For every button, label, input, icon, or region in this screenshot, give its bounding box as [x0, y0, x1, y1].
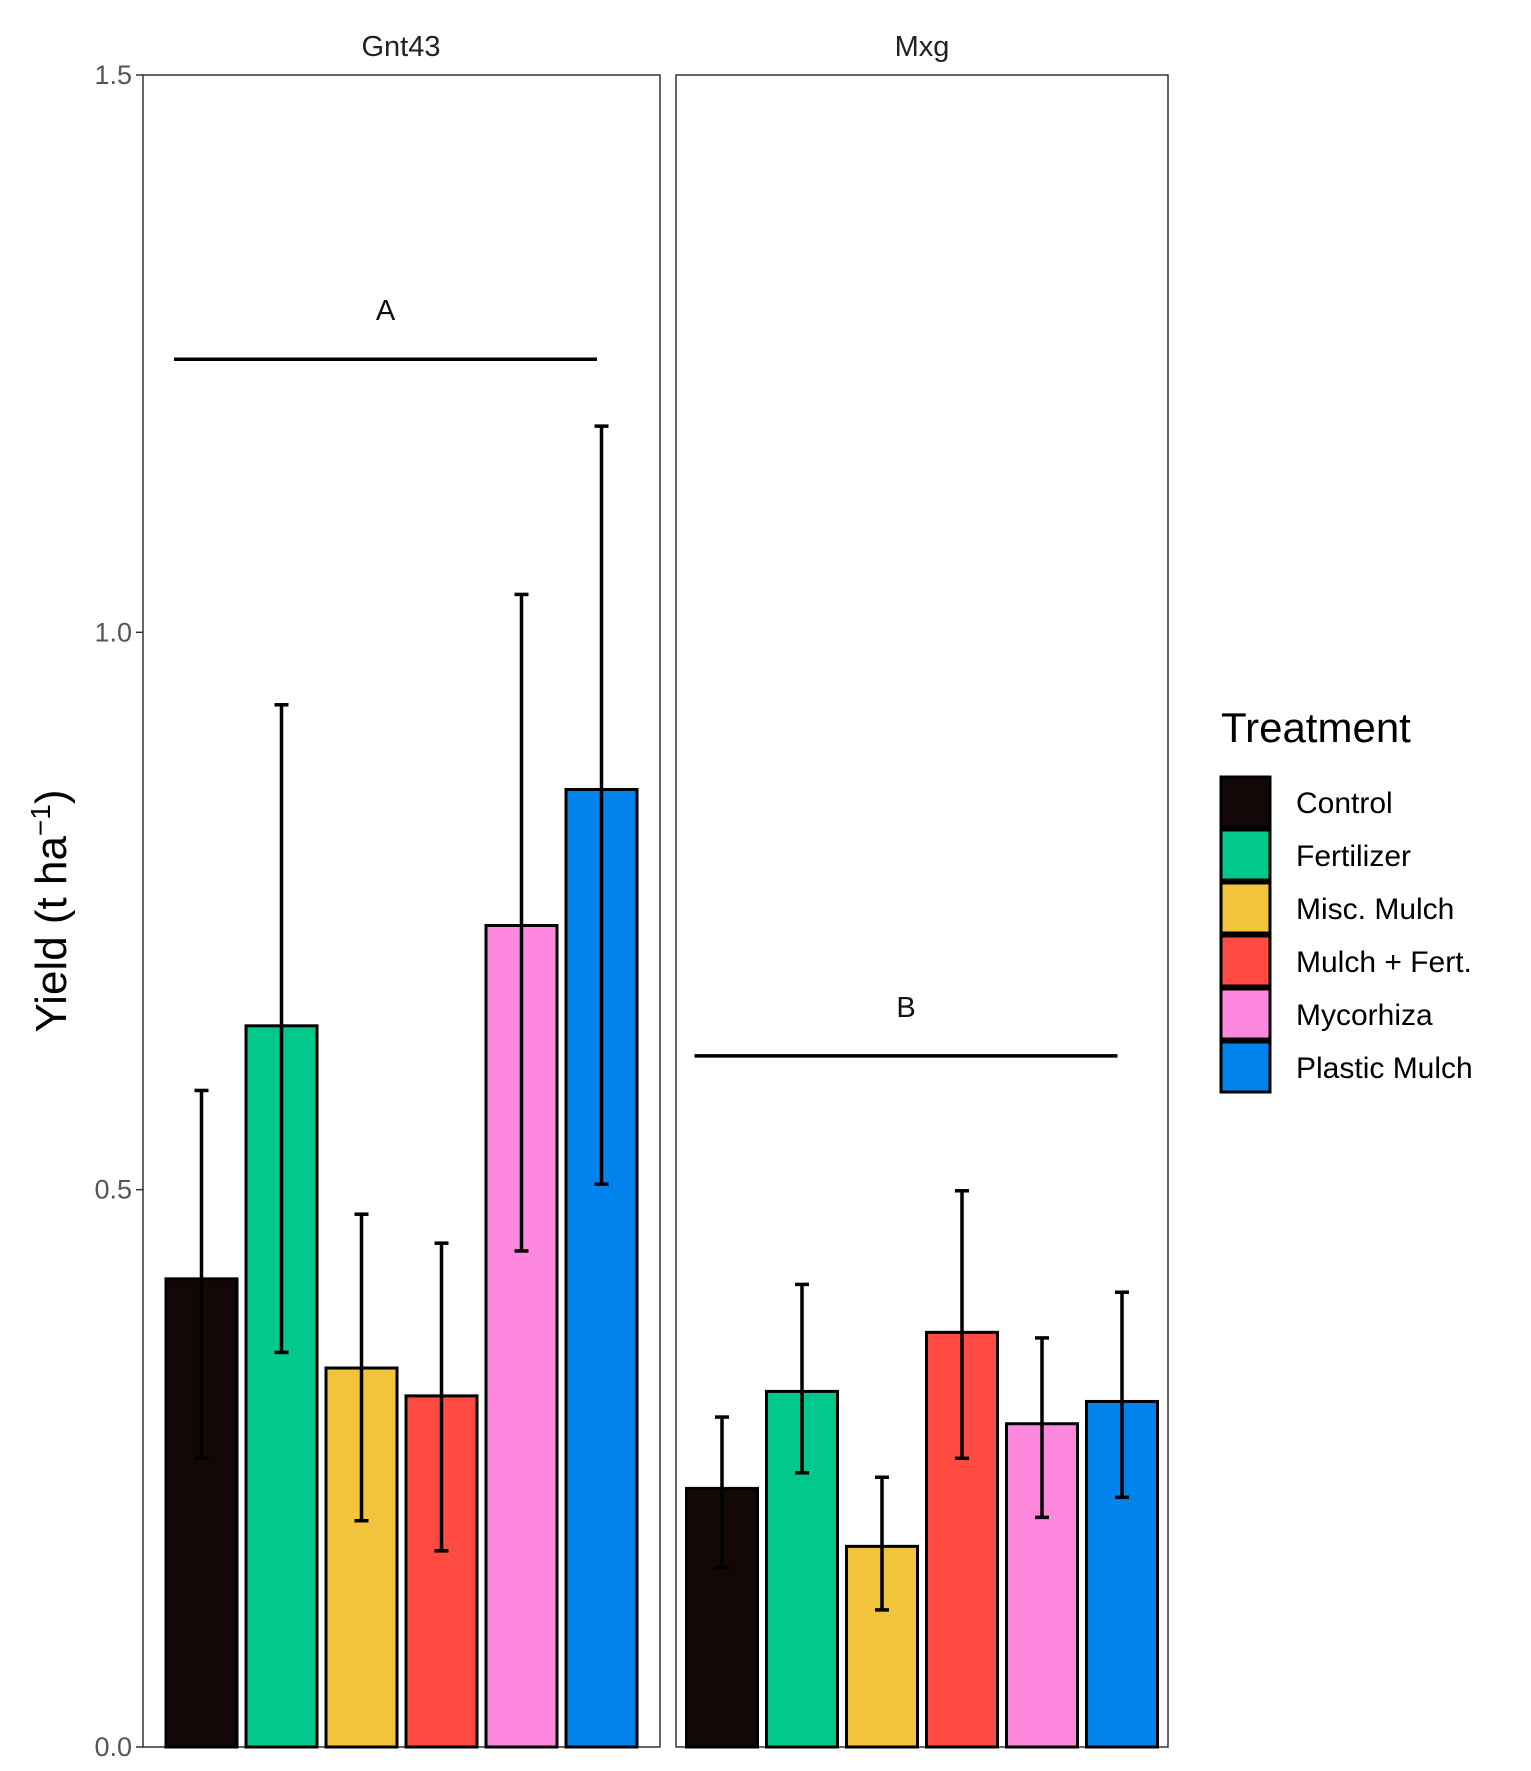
facet-frame-gnt43 — [142, 74, 661, 1748]
legend-key-mycorhiza — [1219, 987, 1272, 1041]
y-tick-label: 1.0 — [94, 617, 132, 647]
significance-label-gnt43: A — [376, 295, 396, 327]
legend: Treatment Control Fertilizer Misc. Mulch Mu… — [1219, 704, 1473, 1094]
legend-key-mulch-fert — [1219, 934, 1272, 988]
y-axis-title: Yield (t ha−1) — [25, 789, 76, 1032]
y-axis-title-text: Yield (t ha — [27, 836, 76, 1033]
legend-item-mycorhiza: Mycorhiza — [1219, 987, 1433, 1041]
facet-panel-gnt43: Gnt43 A — [142, 31, 661, 1749]
error-bar-gnt43-mulch-fert — [434, 1241, 449, 1553]
legend-key-misc-mulch — [1219, 881, 1272, 935]
legend-label-mulch-fert: Mulch + Fert. — [1296, 946, 1472, 979]
error-bar-gnt43-control — [194, 1088, 209, 1461]
legend-item-mulch-fert: Mulch + Fert. — [1219, 934, 1472, 988]
facet-frame-mxg — [675, 74, 1169, 1748]
legend-key-plastic-mulch — [1219, 1040, 1272, 1094]
legend-label-plastic-mulch: Plastic Mulch — [1296, 1052, 1473, 1085]
error-bar-mxg-control — [715, 1415, 729, 1570]
legend-label-mycorhiza: Mycorhiza — [1296, 999, 1433, 1032]
legend-item-control: Control — [1219, 775, 1393, 829]
y-axis: Yield (t ha−1) 0.0 0.5 1.0 1.5 — [25, 60, 143, 1762]
legend-item-plastic-mulch: Plastic Mulch — [1219, 1040, 1473, 1094]
legend-label-fertilizer: Fertilizer — [1296, 840, 1411, 873]
facet-strip-label-mxg: Mxg — [895, 31, 950, 63]
y-axis-title-suffix: ) — [27, 789, 76, 804]
error-bar-mxg-mycorhiza — [1035, 1336, 1049, 1520]
error-bar-gnt43-mycorhiza — [514, 592, 529, 1253]
legend-key-control — [1219, 775, 1272, 829]
error-bar-mxg-misc-mulch — [875, 1475, 889, 1612]
legend-item-fertilizer: Fertilizer — [1219, 828, 1411, 882]
legend-title: Treatment — [1221, 704, 1411, 751]
error-bar-gnt43-plastic-mulch — [594, 424, 609, 1186]
error-bar-mxg-plastic-mulch — [1115, 1290, 1129, 1500]
bars-mxg: B — [685, 992, 1159, 1749]
significance-label-mxg: B — [896, 992, 915, 1024]
error-bar-gnt43-misc-mulch — [354, 1212, 369, 1523]
legend-label-control: Control — [1296, 787, 1393, 820]
legend-key-fertilizer — [1219, 828, 1272, 882]
facet-strip-label-gnt43: Gnt43 — [362, 31, 441, 63]
legend-item-misc-mulch: Misc. Mulch — [1219, 881, 1454, 935]
y-tick-label: 0.5 — [94, 1175, 132, 1205]
legend-label-misc-mulch: Misc. Mulch — [1296, 893, 1454, 926]
y-tick-label: 1.5 — [94, 60, 132, 90]
error-bar-gnt43-fertilizer — [274, 703, 289, 1355]
y-tick-label: 0.0 — [94, 1732, 132, 1762]
error-bar-mxg-mulch-fert — [955, 1189, 969, 1461]
y-axis-title-superscript: −1 — [25, 804, 56, 836]
error-bar-mxg-fertilizer — [795, 1282, 809, 1475]
bars-gnt43: A — [164, 295, 639, 1749]
facet-panel-mxg: Mxg B — [675, 31, 1169, 1749]
